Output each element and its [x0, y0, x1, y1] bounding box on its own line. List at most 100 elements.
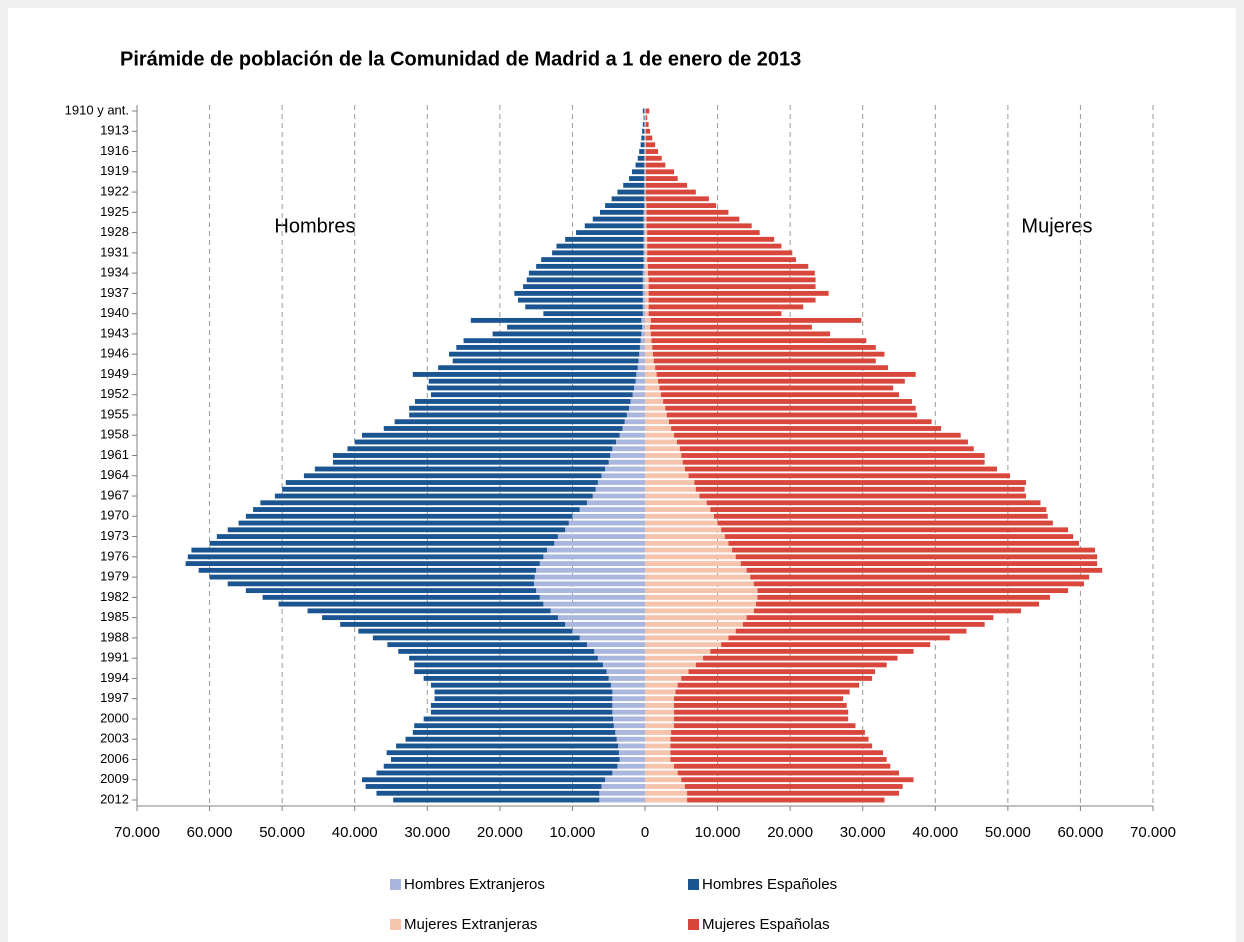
bar	[645, 142, 656, 148]
bar	[756, 601, 1040, 607]
bar	[645, 115, 646, 121]
bar	[191, 547, 548, 553]
bar	[303, 473, 602, 479]
bar	[543, 554, 645, 560]
bar	[646, 203, 717, 209]
bar	[645, 588, 758, 594]
bar	[526, 277, 643, 283]
bar	[645, 439, 677, 445]
bar	[687, 790, 899, 796]
bar	[637, 365, 645, 371]
bar	[414, 662, 603, 668]
x-tick-label: 50.000	[985, 824, 1031, 841]
bar	[376, 790, 600, 796]
bar	[655, 365, 889, 371]
bar	[644, 122, 645, 127]
bar	[414, 669, 607, 675]
bar	[572, 628, 645, 634]
x-tick-label: 20.000	[477, 824, 523, 841]
bar	[668, 419, 932, 425]
bar	[322, 615, 558, 621]
bar	[645, 263, 648, 269]
bar	[599, 790, 645, 796]
bar	[671, 426, 942, 431]
bar	[713, 513, 1048, 519]
bar	[597, 655, 645, 661]
bar	[470, 317, 642, 323]
bar	[688, 669, 876, 675]
bar	[645, 763, 675, 769]
bar	[645, 216, 647, 222]
bar	[645, 621, 743, 627]
bar	[642, 324, 645, 330]
bar	[679, 446, 974, 452]
bar	[645, 162, 666, 168]
bar	[394, 419, 625, 425]
legend-swatch	[688, 919, 699, 930]
bar	[594, 648, 645, 654]
y-tick-label: 2006	[100, 751, 129, 766]
bar	[645, 466, 685, 472]
bar	[644, 182, 645, 188]
bar	[507, 324, 643, 330]
bar	[645, 290, 649, 296]
bar	[645, 648, 711, 654]
bar	[434, 689, 613, 695]
bar	[372, 635, 580, 641]
bar	[645, 169, 646, 175]
y-tick-label: 1979	[100, 569, 129, 584]
bar	[568, 520, 645, 526]
bar	[557, 534, 645, 539]
y-tick-label: 1940	[100, 305, 129, 320]
bar	[434, 696, 613, 702]
bar	[721, 527, 1069, 533]
bar	[618, 750, 645, 756]
y-tick-label: 1982	[100, 589, 129, 604]
bar	[645, 284, 649, 290]
bar	[645, 122, 646, 127]
x-tick-label: 60.000	[1057, 824, 1103, 841]
legend-label: Mujeres Españolas	[702, 916, 830, 933]
bar	[550, 608, 645, 614]
bar	[645, 743, 671, 749]
bar	[645, 567, 747, 573]
bar	[340, 621, 566, 627]
bar	[732, 547, 1095, 553]
bar	[645, 635, 729, 641]
bar	[645, 601, 757, 607]
bar	[663, 399, 913, 404]
bar	[314, 466, 606, 472]
y-tick-label: 1931	[100, 244, 129, 259]
bar	[644, 108, 645, 114]
bar	[644, 155, 645, 161]
bar	[543, 311, 643, 317]
bar	[554, 540, 645, 546]
bar	[358, 628, 573, 634]
y-tick-label: 1970	[100, 508, 129, 523]
bar	[645, 540, 729, 546]
bar	[644, 128, 645, 134]
bar	[597, 480, 645, 485]
bar	[677, 682, 860, 688]
bar	[423, 716, 614, 722]
bar	[645, 770, 678, 776]
bar	[645, 135, 653, 141]
bar	[674, 709, 849, 715]
bar	[699, 493, 1026, 499]
bar	[735, 554, 1098, 560]
bar	[645, 682, 678, 688]
bar	[386, 750, 619, 756]
bar	[376, 770, 613, 776]
bar	[642, 277, 645, 283]
bar	[645, 358, 654, 364]
bar	[209, 574, 535, 580]
bar	[639, 149, 645, 154]
bar	[361, 777, 606, 783]
bar	[642, 108, 645, 114]
annotation: Mujeres	[1021, 215, 1092, 237]
bar	[644, 149, 645, 154]
bar	[605, 777, 645, 783]
legend-swatch	[688, 879, 699, 890]
bar	[536, 567, 645, 573]
